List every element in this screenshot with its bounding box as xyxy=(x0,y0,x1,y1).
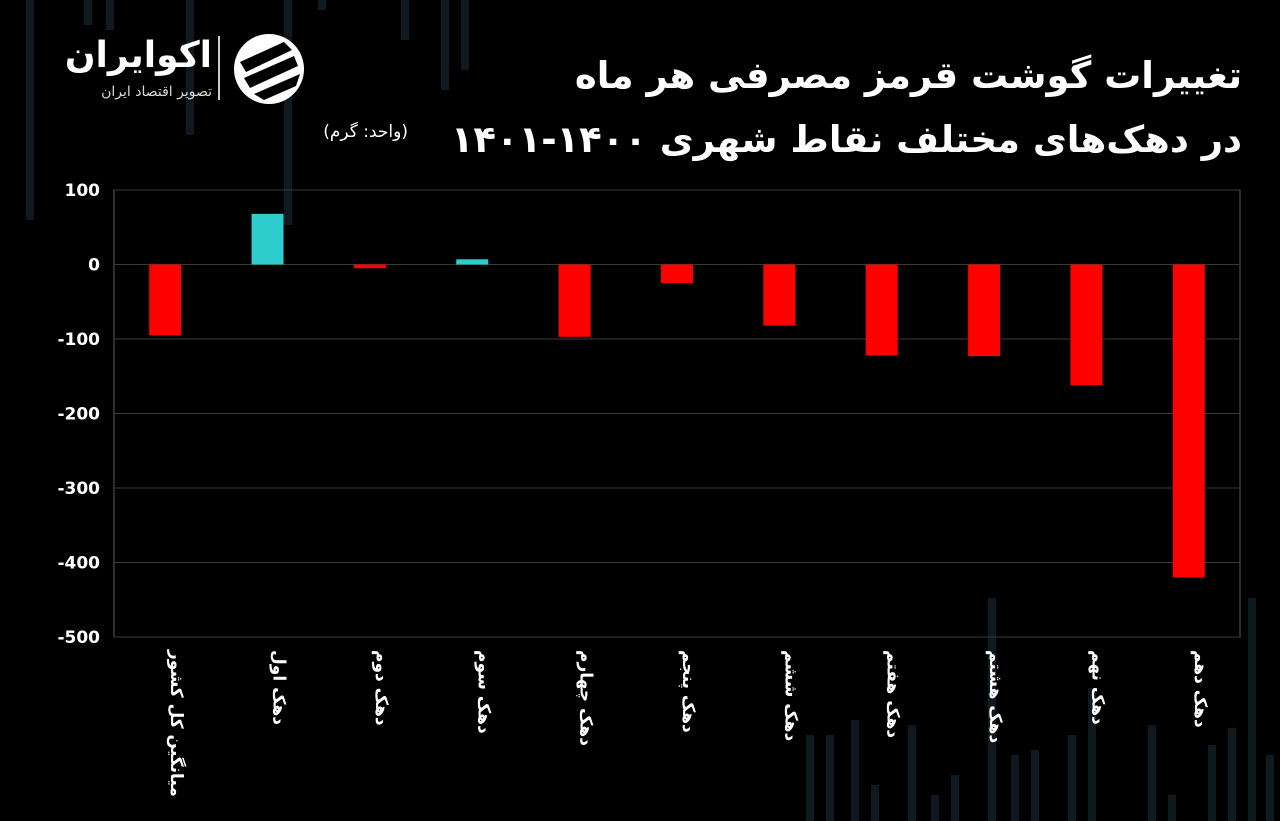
y-tick-label: -300 xyxy=(57,479,100,499)
bar xyxy=(149,264,182,336)
y-tick-label: -200 xyxy=(57,405,100,425)
bar xyxy=(968,264,1001,357)
bar xyxy=(1070,264,1103,386)
logo-divider xyxy=(218,36,220,100)
bar xyxy=(865,264,898,356)
x-tick-label: دهک دهم xyxy=(1190,650,1210,728)
x-tick-label: دهک هشتم xyxy=(985,650,1005,743)
unit-label: (واحد: گرم) xyxy=(323,122,408,142)
x-tick-label: دهک هفتم xyxy=(883,650,903,738)
x-tick-label: میانگین کل کشور xyxy=(166,649,187,797)
chart-title-line2: در دهک‌های مختلف نقاط شهری ۱۴۰۰-۱۴۰۱ xyxy=(450,118,1242,161)
y-tick-label: -500 xyxy=(57,628,100,648)
x-tick-label: دهک دوم xyxy=(371,650,391,726)
bar xyxy=(558,264,591,337)
brand-tagline: تصویر اقتصاد ایران xyxy=(101,84,212,100)
y-tick-label: 0 xyxy=(88,256,100,276)
bar xyxy=(251,213,284,265)
x-tick-label: دهک نهم xyxy=(1087,650,1107,725)
x-tick-label: دهک چهارم xyxy=(576,650,596,746)
brand-logo-icon xyxy=(234,34,304,104)
y-tick-label: -400 xyxy=(57,554,100,574)
x-tick-label: دهک سوم xyxy=(473,650,493,734)
bar xyxy=(456,259,489,265)
bar xyxy=(661,264,693,284)
x-tick-label: دهک پنجم xyxy=(678,650,698,733)
x-tick-label: دهک اول xyxy=(269,650,289,725)
chart-title-line1: تغییرات گوشت قرمز مصرفی هر ماه xyxy=(574,54,1242,97)
x-tick-label: دهک ششم xyxy=(780,650,800,741)
bar xyxy=(1172,264,1205,578)
y-tick-label: 100 xyxy=(65,181,101,201)
bar xyxy=(353,264,386,269)
brand-name: اکوایران xyxy=(64,35,212,76)
bar xyxy=(763,264,796,326)
y-tick-label: -100 xyxy=(57,330,100,350)
